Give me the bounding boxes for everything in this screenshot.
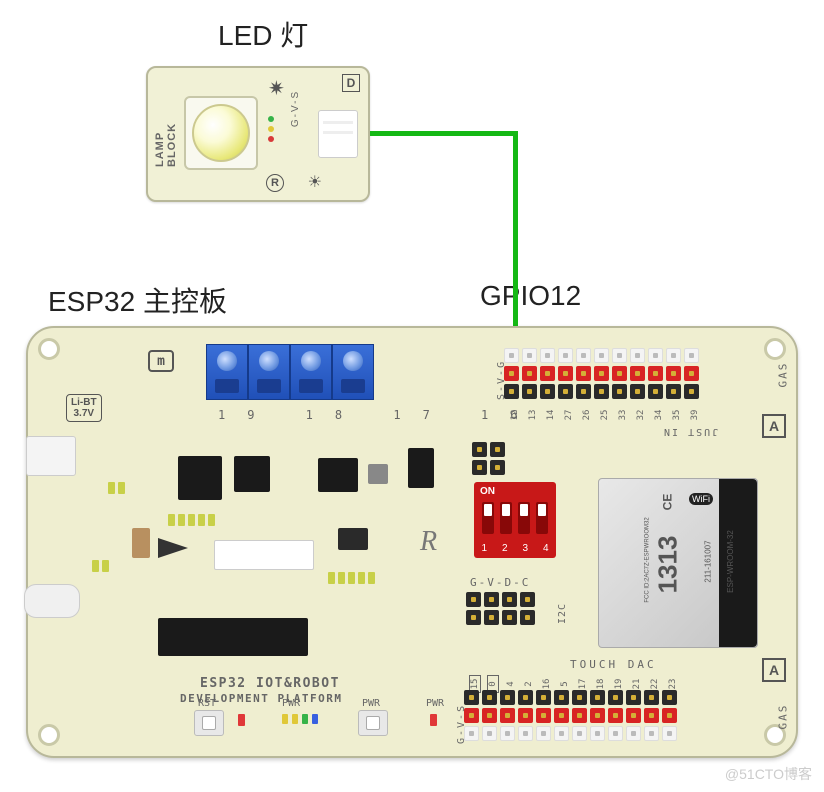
gvs-label-led: G-V-S bbox=[290, 90, 301, 127]
led-title-label: LED 灯 bbox=[218, 14, 308, 54]
esp-chip-wifi: WiFi bbox=[689, 493, 713, 505]
mounting-hole bbox=[38, 338, 60, 360]
top-pin-header bbox=[504, 348, 699, 399]
gvs-label-bottom: G-V-S bbox=[456, 704, 467, 744]
gear-icon: ✷ bbox=[268, 76, 285, 101]
sun-icon: ☀ bbox=[308, 172, 322, 192]
top-header-pin-numbers: 1213142726253332343539 bbox=[506, 410, 704, 420]
white-connector bbox=[214, 540, 314, 570]
m-badge: m bbox=[148, 350, 174, 372]
justin-text: JUST IN bbox=[662, 426, 718, 437]
board-title-label: ESP32 主控板 bbox=[48, 280, 227, 320]
gvdc-label: G-V-D-C bbox=[470, 576, 530, 589]
led-lens bbox=[192, 104, 250, 162]
gas-label-bottom: GAS bbox=[776, 704, 789, 730]
led-smd-leds bbox=[268, 116, 274, 142]
capacitor bbox=[132, 528, 150, 558]
long-ic-chip bbox=[158, 618, 308, 656]
cursive-r-logo: R bbox=[420, 526, 437, 558]
mounting-hole bbox=[38, 724, 60, 746]
board-name-line1: ESP32 IOT&ROBOT bbox=[200, 676, 340, 691]
bottom-pin-header bbox=[464, 690, 677, 741]
pwr-led-red bbox=[430, 714, 437, 726]
esp-chip-antenna bbox=[719, 479, 757, 647]
libt-badge: Li-BT 3.7V bbox=[66, 394, 102, 422]
gas-label: GAS bbox=[776, 362, 789, 388]
dip-on-label: ON bbox=[480, 486, 495, 497]
smd-row bbox=[328, 572, 375, 584]
ic-chip bbox=[408, 448, 434, 488]
r-badge: R bbox=[266, 174, 284, 192]
rst-label: RST bbox=[198, 698, 216, 709]
pwr-button bbox=[358, 710, 388, 736]
rst-button bbox=[194, 710, 224, 736]
led-module: LAMP BLOCK ✷ D R ☀ G-V-S bbox=[146, 66, 370, 202]
touch-dac-label: TOUCH DAC bbox=[570, 658, 657, 671]
esp32-main-board: m Li-BT 3.7V 19 18 17 16 S-V-G 121314272… bbox=[26, 326, 798, 758]
pwr-label-3: PWR bbox=[426, 698, 444, 709]
libt-line2: 3.7V bbox=[71, 408, 97, 419]
pwr-status-leds bbox=[282, 714, 318, 724]
esp-1313-text: 1313 bbox=[652, 536, 683, 594]
led-lens-housing bbox=[184, 96, 258, 170]
rst-led-red bbox=[238, 714, 245, 726]
svg-label-top: S-V-G bbox=[496, 360, 507, 400]
dip-switch: ON 1234 bbox=[474, 482, 556, 558]
libt-line1: Li-BT bbox=[71, 397, 97, 408]
smd-row bbox=[108, 482, 125, 494]
bottom-header-pin-numbers: 15042165171819212223 bbox=[466, 678, 682, 690]
dip-numbers: 1234 bbox=[474, 543, 556, 554]
mounting-hole bbox=[764, 338, 786, 360]
terminal-numbers: 19 18 17 16 bbox=[218, 408, 539, 422]
pwr-label-1: PWR bbox=[282, 698, 300, 709]
a-badge-bottom: A bbox=[762, 658, 786, 682]
esp-wroom-chip: 1313 ESP-WROOM-32 211-161007 FCC ID:2AC7… bbox=[598, 478, 758, 648]
ic-chip bbox=[368, 464, 388, 484]
esp-chip-line1: ESP-WROOM-32 bbox=[726, 530, 735, 593]
ic-chip bbox=[318, 458, 358, 492]
usb-c-port bbox=[24, 584, 80, 618]
pwr-label-2: PWR bbox=[362, 698, 380, 709]
blue-screw-terminals bbox=[206, 344, 374, 400]
lamp-block-side-text: LAMP BLOCK bbox=[154, 101, 178, 167]
i2c-label: I2C bbox=[557, 603, 568, 624]
led-connector bbox=[318, 110, 358, 158]
smd-row bbox=[92, 560, 109, 572]
watermark-text: @51CTO博客 bbox=[725, 764, 812, 784]
gvdc-pin-header bbox=[466, 592, 535, 625]
ic-chip bbox=[338, 528, 368, 550]
esp-chip-line3: FCC ID:2AC7Z-ESPWROOM32 bbox=[645, 517, 651, 602]
ic-chip bbox=[178, 456, 222, 500]
d-badge: D bbox=[342, 74, 360, 92]
dip-slots bbox=[482, 502, 548, 534]
aux-pins bbox=[472, 442, 505, 475]
smd-row bbox=[168, 514, 215, 526]
gpio-title-label: GPIO12 bbox=[480, 280, 581, 312]
speaker-icon bbox=[158, 538, 188, 558]
ic-chip bbox=[234, 456, 270, 492]
a-badge-top: A bbox=[762, 414, 786, 438]
usb-micro-port bbox=[26, 436, 76, 476]
esp-chip-line2: 211-161007 bbox=[704, 540, 713, 582]
esp-chip-ce: CE bbox=[660, 494, 674, 511]
